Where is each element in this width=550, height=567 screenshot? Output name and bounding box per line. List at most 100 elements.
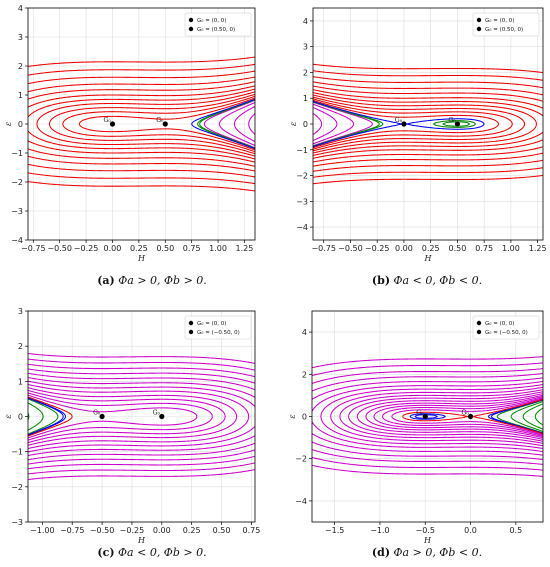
x-tick-label: 1.25: [236, 244, 254, 253]
caption-tag: (a): [97, 274, 115, 287]
legend-marker: [476, 17, 482, 23]
y-tick-label: −2: [11, 178, 23, 187]
trajectory-1: [233, 105, 255, 143]
trajectory-0: [28, 394, 198, 439]
legend-entry: G₀ = (0, 0): [197, 321, 226, 327]
legend-box: [184, 12, 252, 37]
trajectory-0: [365, 394, 543, 439]
trajectory-0: [313, 81, 543, 167]
trajectory-0: [48, 93, 255, 155]
trajectory-0: [312, 356, 543, 477]
legend-entry: G₀ = (−0.50, 0): [197, 330, 240, 336]
trajectory-0: [28, 88, 255, 160]
caption-text: Φa > 0, Φb > 0.: [115, 274, 207, 287]
trajectory-0: [28, 76, 255, 172]
legend-marker: [188, 17, 194, 23]
trajectory-0: [28, 376, 255, 457]
x-tick-label: 1.25: [529, 244, 547, 253]
trajectory-0: [313, 99, 500, 149]
legend: G₀ = (0, 0) G₀ = (0.50, 0): [472, 12, 540, 37]
trajectory-0: [348, 391, 543, 442]
x-tick-label: −0.75: [60, 526, 85, 535]
equilibrium-label: G₀: [416, 410, 424, 417]
trajectories: [312, 356, 543, 477]
trajectory-1: [248, 113, 255, 135]
panel-caption: (b) Φa < 0, Φb < 0.: [372, 274, 482, 287]
trajectory-2: [199, 99, 255, 149]
x-axis-label: H: [424, 254, 433, 263]
trajectory-0: [28, 392, 213, 441]
legend-marker: [476, 26, 482, 32]
trajectory-0: [28, 368, 255, 465]
trajectory-0: [28, 352, 255, 481]
caption-tag: (b): [372, 274, 390, 287]
x-tick-label: 0.0: [464, 526, 477, 535]
x-tick-label: −0.50: [47, 244, 72, 253]
y-tick-label: −2: [11, 483, 23, 492]
equilibrium-point: [162, 121, 168, 127]
legend-entry: G₀ = (0.50, 0): [485, 27, 523, 33]
trajectory-0: [36, 91, 255, 157]
y-tick-label: 0: [18, 413, 23, 422]
legend-box: [472, 12, 540, 37]
y-axis-label: ε: [288, 414, 297, 418]
equilibrium-label: G₀: [93, 410, 101, 417]
equilibrium-point: [422, 413, 428, 420]
equilibrium-point: [401, 121, 407, 127]
equilibrium-point: [467, 413, 474, 420]
trajectory-0: [339, 389, 543, 444]
trajectory-0: [28, 63, 255, 185]
trajectory-0: [313, 63, 543, 185]
y-tick-label: −3: [296, 197, 308, 206]
legend-box: [472, 315, 540, 340]
y-tick-label: −3: [11, 207, 23, 216]
x-tick-label: 0.50: [449, 244, 467, 253]
x-tick-label: −1.5: [325, 526, 344, 535]
trajectory-0: [312, 372, 543, 461]
legend-entry: G₀ = (0, 0): [197, 18, 226, 24]
y-axis-label: ε: [4, 414, 13, 418]
x-tick-label: −0.75: [311, 244, 336, 253]
y-tick-label: −3: [11, 518, 23, 527]
x-tick-label: −0.50: [90, 526, 115, 535]
y-tick-label: 2: [18, 342, 23, 351]
x-axis-label: H: [423, 536, 432, 545]
trajectory-0: [312, 362, 543, 471]
y-tick-label: 0: [302, 413, 307, 422]
trajectory-0: [356, 393, 543, 440]
equilibrium-label: G₀: [156, 117, 164, 124]
trajectory-0: [312, 368, 543, 465]
legend-entry: G₀ = (−0.50, 0): [485, 330, 528, 336]
x-tick-label: 0.50: [213, 526, 231, 535]
trajectory-1: [313, 112, 323, 136]
legend: G₀ = (0, 0) G₀ = (−0.50, 0): [184, 315, 252, 340]
trajectory-0: [28, 372, 255, 461]
y-tick-label: −4: [295, 497, 307, 506]
trajectory-0: [313, 94, 537, 154]
legend-marker: [188, 329, 194, 335]
y-tick-label: 3: [303, 43, 308, 52]
trajectory-0: [28, 363, 255, 470]
legend-entry: G₀ = (0, 0): [485, 321, 514, 327]
trajectory-0: [62, 95, 255, 153]
trajectories: [28, 56, 255, 192]
trajectory-0: [28, 387, 238, 446]
x-tick-label: 0.00: [395, 244, 413, 253]
x-tick-label: 0.5: [509, 526, 522, 535]
y-tick-label: −1: [11, 149, 23, 158]
trajectory-0: [381, 397, 543, 436]
separatrix: [28, 396, 73, 437]
equilibrium-point: [99, 413, 105, 420]
y-tick-label: 0: [18, 120, 23, 129]
legend-marker: [188, 320, 194, 326]
legend-entry: G₀ = (0, 0): [485, 18, 514, 24]
trajectory-0: [313, 96, 526, 152]
x-tick-label: −0.50: [338, 244, 363, 253]
trajectory-0: [28, 85, 255, 163]
x-tick-label: −1.00: [30, 526, 55, 535]
equilibrium-label: G₀: [448, 117, 456, 124]
y-tick-label: 1: [303, 94, 308, 103]
x-tick-label: −0.25: [120, 526, 145, 535]
trajectory-1: [218, 102, 255, 146]
